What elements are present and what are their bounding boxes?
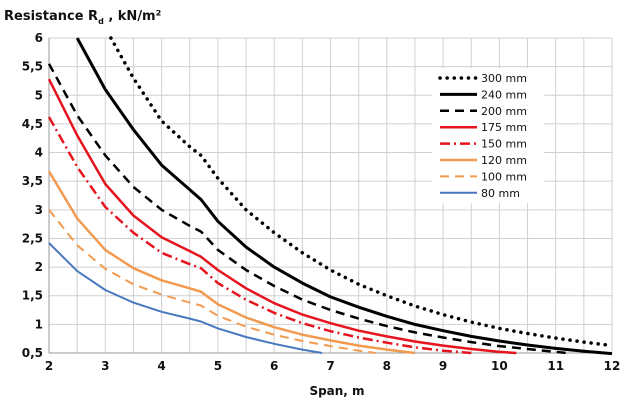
legend-label: 300 mm: [481, 72, 527, 85]
x-tick-label: 7: [326, 359, 334, 373]
series-line-80-mm: [48, 242, 323, 354]
x-tick-label: 3: [101, 359, 109, 373]
y-tick-label: 1,5: [22, 289, 43, 303]
legend-label: 175 mm: [481, 121, 527, 134]
x-tick-label: 2: [45, 359, 53, 373]
x-tick-label: 4: [157, 359, 165, 373]
y-tick-label: 6: [35, 31, 43, 45]
x-tick-label: 5: [214, 359, 222, 373]
legend-label: 200 mm: [481, 105, 527, 118]
x-tick-label: 6: [270, 359, 278, 373]
y-tick-label: 5: [35, 88, 43, 102]
y-tick-label: 5,5: [22, 60, 43, 74]
series-line-200-mm: [47, 63, 568, 355]
x-axis-title: Span, m: [309, 384, 364, 398]
legend-background: [432, 68, 544, 204]
y-tick-label: 3,5: [22, 174, 43, 188]
series-line-300-mm: [109, 36, 614, 348]
legend: 300 mm 240 mm 200 mm 175 mm 150 mm 120 mm 100 …: [438, 72, 527, 200]
y-tick-label: 4: [35, 146, 43, 160]
legend-label: 120 mm: [481, 154, 527, 167]
legend-label: 80 mm: [481, 187, 520, 200]
y-tick-label: 1: [35, 317, 43, 331]
series-line-100-mm: [48, 209, 376, 354]
y-tick-label: 2: [35, 260, 43, 274]
y-tick-label: 2,5: [22, 231, 43, 245]
legend-label: 150 mm: [481, 138, 527, 151]
series-lines: [47, 36, 614, 356]
x-tick-label: 9: [439, 359, 447, 373]
x-tick-label: 8: [383, 359, 391, 373]
x-ticks: 2 3 4 5 6 7 8 9 10 11 12: [45, 359, 621, 373]
legend-label: 100 mm: [481, 170, 527, 183]
legend-label: 240 mm: [481, 88, 527, 101]
series-line-240-mm: [75, 37, 613, 356]
y-axis-title: Resistance Rd , kN/m²: [4, 9, 161, 26]
series-line-120-mm: [47, 170, 416, 355]
x-tick-label: 12: [604, 359, 621, 373]
y-tick-label: 4,5: [22, 117, 43, 131]
y-tick-label: 3: [35, 203, 43, 217]
y-tick-label: 0,5: [22, 346, 43, 360]
x-tick-label: 10: [491, 359, 508, 373]
series-line-175-mm: [47, 78, 517, 355]
y-ticks: 0,5 1 1,5 2 2,5 3 3,5 4 4,5 5 5,5 6: [22, 31, 43, 360]
x-tick-label: 11: [547, 359, 564, 373]
